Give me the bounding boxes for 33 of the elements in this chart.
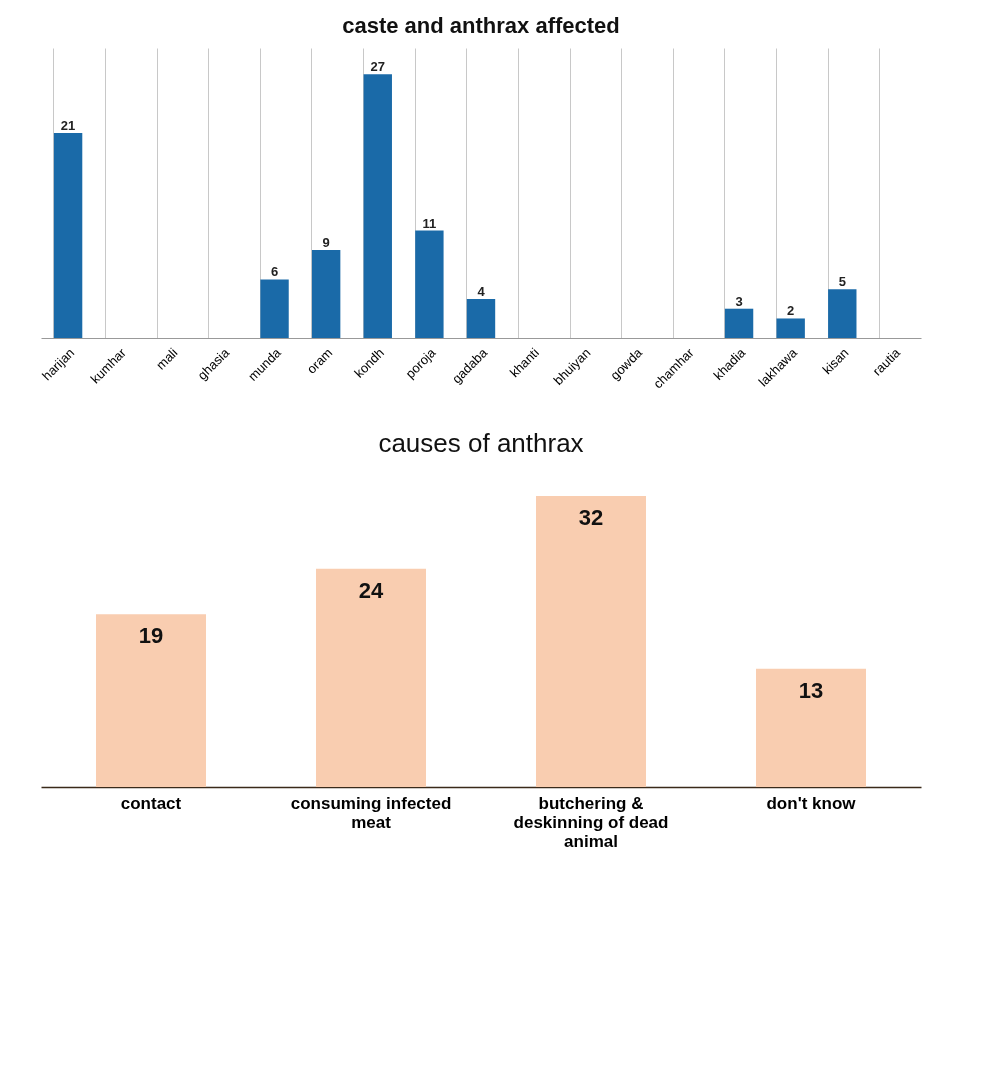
x-tick-label: butchering & deskinning of dead animal xyxy=(513,793,669,851)
data-label: 9 xyxy=(322,235,330,251)
data-label: 11 xyxy=(422,215,437,231)
data-label: 32 xyxy=(578,505,604,531)
x-tick-label: consuming infected meat xyxy=(290,793,452,832)
data-label: 3 xyxy=(735,293,743,309)
data-label: 6 xyxy=(270,264,279,280)
data-label: 27 xyxy=(370,59,386,75)
bar xyxy=(363,74,392,338)
bar xyxy=(53,132,83,338)
data-label: 19 xyxy=(138,623,164,649)
data-label: 2 xyxy=(787,303,795,319)
bar xyxy=(756,668,866,787)
bar xyxy=(724,308,754,338)
x-tick-label: mali xyxy=(153,345,181,373)
chart-title: caste and anthrax affected xyxy=(342,13,620,38)
data-label: 5 xyxy=(838,274,846,290)
bar xyxy=(415,230,444,338)
x-tick-label: don't know xyxy=(766,793,857,813)
bar xyxy=(776,318,805,338)
data-label: 21 xyxy=(60,117,76,133)
data-label: 24 xyxy=(358,577,384,603)
bar xyxy=(311,250,341,338)
bar xyxy=(96,614,206,787)
bar xyxy=(536,496,646,787)
bar xyxy=(466,298,496,338)
data-label: 4 xyxy=(477,283,486,299)
bar xyxy=(828,289,857,338)
data-label: 13 xyxy=(798,677,824,703)
bar xyxy=(316,568,426,787)
chart-title: causes of anthrax xyxy=(378,428,584,458)
x-tick-label: contact xyxy=(120,793,182,813)
bar xyxy=(260,279,289,338)
